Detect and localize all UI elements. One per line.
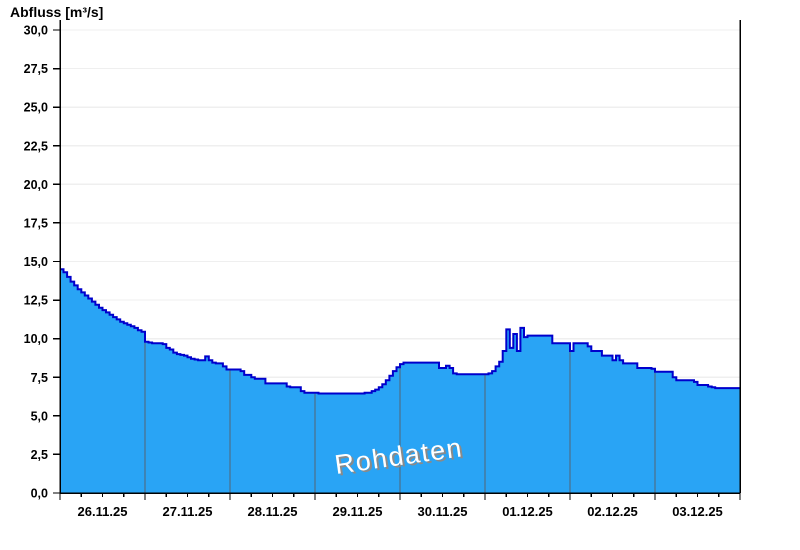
y-tick-label: 30,0 <box>24 24 48 38</box>
y-tick-label: 10,0 <box>24 332 48 346</box>
x-day-label: 28.11.25 <box>248 504 298 519</box>
x-day-label: 03.12.25 <box>672 504 723 519</box>
x-day-label: 01.12.25 <box>502 504 553 519</box>
y-tick-label: 27,5 <box>24 62 48 76</box>
x-day-label: 02.12.25 <box>587 504 638 519</box>
y-tick-label: 17,5 <box>24 216 48 230</box>
y-tick-label: 15,0 <box>24 255 48 269</box>
x-day-label: 29.11.25 <box>333 504 383 519</box>
y-tick-label: 12,5 <box>24 294 48 308</box>
y-tick-label: 7,5 <box>31 371 48 385</box>
x-day-label: 30.11.25 <box>418 504 468 519</box>
x-day-label: 26.11.25 <box>78 504 128 519</box>
y-tick-label: 0,0 <box>31 487 48 501</box>
y-tick-label: 25,0 <box>24 101 48 115</box>
y-tick-label: 20,0 <box>24 178 48 192</box>
y-tick-label: 2,5 <box>31 448 48 462</box>
y-tick-label: 22,5 <box>24 139 48 153</box>
chart-title: Abfluss [m³/s] <box>10 4 104 20</box>
series-step-line <box>60 268 740 395</box>
x-day-label: 27.11.25 <box>163 504 213 519</box>
y-tick-label: 5,0 <box>31 409 48 423</box>
